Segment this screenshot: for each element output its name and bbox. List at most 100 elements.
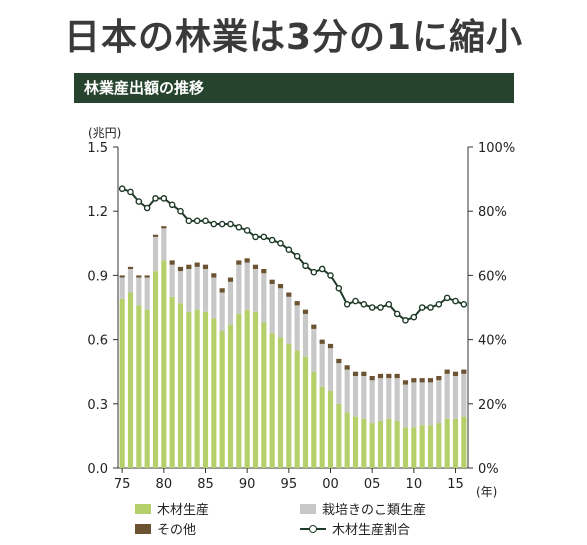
legend-mushroom: 栽培きのこ類生産 (300, 499, 426, 518)
share-point-2016 (460, 300, 468, 308)
bar-other-1977 (136, 275, 142, 278)
bar-mushroom-2008 (394, 378, 400, 421)
share-point-2001 (335, 284, 343, 292)
bar-other-2010 (411, 378, 417, 383)
share-point-2000 (327, 272, 334, 279)
bar-mushroom-1991 (252, 268, 259, 312)
bar-other-1989 (236, 260, 242, 265)
bar-other-1986 (211, 273, 217, 278)
y-left-unit: (兆円) (88, 126, 121, 140)
bar-mushroom-1986 (211, 277, 217, 319)
share-point-2008 (393, 310, 401, 318)
share-point-2011 (418, 304, 426, 311)
bar-timber-2016 (461, 416, 467, 468)
share-point-2005 (368, 304, 376, 311)
legend-other-label: その他 (157, 523, 197, 538)
bar-other-2004 (361, 371, 367, 376)
bar-other-2015 (452, 371, 459, 376)
bar-other-2001 (336, 358, 342, 364)
axis-labels-group: 0.0 0.3 0.6 0.9 1.2 1.5 0% 20% 40% 60% 80% 100% 75 80… (87, 126, 515, 499)
bars-group (119, 226, 467, 468)
bar-timber-2008 (394, 420, 400, 468)
bar-timber-2000 (327, 390, 334, 468)
share-point-1982 (177, 207, 184, 215)
bar-timber-1978 (144, 309, 150, 468)
bar-mushroom-1979 (152, 236, 159, 272)
legend-timber-label: 木材生産 (157, 503, 210, 518)
bar-other-1988 (227, 277, 234, 282)
legend-mushroom-swatch (300, 503, 316, 514)
bar-other-1983 (186, 264, 192, 269)
bar-other-1998 (311, 324, 317, 329)
bar-mushroom-1976 (127, 268, 134, 293)
x-tick-label: 10 (406, 477, 423, 492)
bar-timber-2014 (444, 418, 450, 468)
share-point-1984 (193, 217, 201, 225)
x-tick-label: 15 (447, 477, 464, 492)
bar-timber-1977 (136, 305, 142, 468)
left-tick-label: 0.9 (87, 269, 108, 284)
bar-mushroom-1996 (294, 305, 300, 351)
right-tick-label: 40% (478, 334, 507, 349)
bar-other-2013 (436, 375, 442, 381)
legend-share-label: 木材生産割合 (332, 523, 411, 538)
bar-other-1979 (152, 234, 159, 237)
bar-timber-1992 (261, 322, 267, 468)
right-tick-label: 100% (478, 141, 515, 156)
bar-mushroom-2005 (369, 380, 375, 424)
share-point-1996 (293, 252, 301, 260)
bar-other-2002 (344, 365, 350, 370)
bar-timber-2013 (436, 423, 442, 468)
bar-mushroom-1988 (227, 281, 234, 325)
bar-timber-1990 (244, 309, 250, 468)
bar-timber-1987 (219, 331, 225, 468)
left-tick-label: 1.5 (87, 141, 108, 156)
x-tick-label: 90 (239, 477, 256, 492)
share-point-2010 (410, 313, 418, 321)
bar-timber-1998 (311, 371, 317, 468)
bar-mushroom-1975 (119, 277, 125, 299)
x-tick-label: 95 (281, 477, 298, 492)
share-point-2013 (435, 300, 443, 308)
share-point-1995 (285, 246, 293, 254)
bar-mushroom-2000 (327, 348, 334, 391)
bar-mushroom-1989 (236, 264, 242, 314)
share-point-1991 (252, 233, 259, 241)
x-tick-label: 85 (197, 477, 214, 492)
bar-mushroom-2003 (352, 375, 359, 417)
bar-timber-1993 (269, 333, 275, 468)
bar-mushroom-2012 (427, 382, 434, 426)
bar-timber-1981 (169, 296, 175, 468)
bar-timber-1979 (152, 271, 159, 468)
bar-timber-2015 (452, 418, 459, 468)
bar-mushroom-2006 (377, 378, 384, 421)
bar-other-1984 (194, 262, 200, 267)
bar-other-1991 (252, 264, 259, 269)
bar-other-1981 (169, 260, 175, 265)
legend-mushroom-label: 栽培きのこ類生産 (322, 503, 427, 518)
bar-timber-1996 (294, 350, 300, 468)
bar-mushroom-1982 (177, 271, 184, 304)
bar-timber-1980 (161, 260, 167, 468)
bar-other-1996 (294, 301, 300, 306)
bar-mushroom-2004 (361, 375, 367, 419)
axis-frame (113, 146, 473, 473)
bar-timber-1997 (302, 356, 309, 468)
bar-other-1987 (219, 288, 225, 293)
right-tick-label: 20% (478, 398, 507, 413)
bar-other-2007 (386, 373, 392, 379)
bar-mushroom-2013 (436, 380, 442, 424)
bar-mushroom-1994 (277, 288, 284, 338)
bar-mushroom-1999 (319, 343, 325, 387)
bar-mushroom-2015 (452, 375, 459, 419)
share-point-1997 (302, 262, 309, 270)
bar-mushroom-1995 (286, 296, 292, 344)
bar-mushroom-1998 (311, 328, 317, 372)
bar-timber-1985 (202, 311, 209, 468)
bar-mushroom-1983 (186, 268, 192, 312)
bar-mushroom-2001 (336, 363, 342, 404)
headline: 日本の林業は3分の1に縮小 (63, 17, 524, 58)
bar-timber-2011 (419, 425, 425, 468)
x-tick-label: 75 (114, 477, 131, 492)
bar-other-1976 (127, 266, 134, 269)
